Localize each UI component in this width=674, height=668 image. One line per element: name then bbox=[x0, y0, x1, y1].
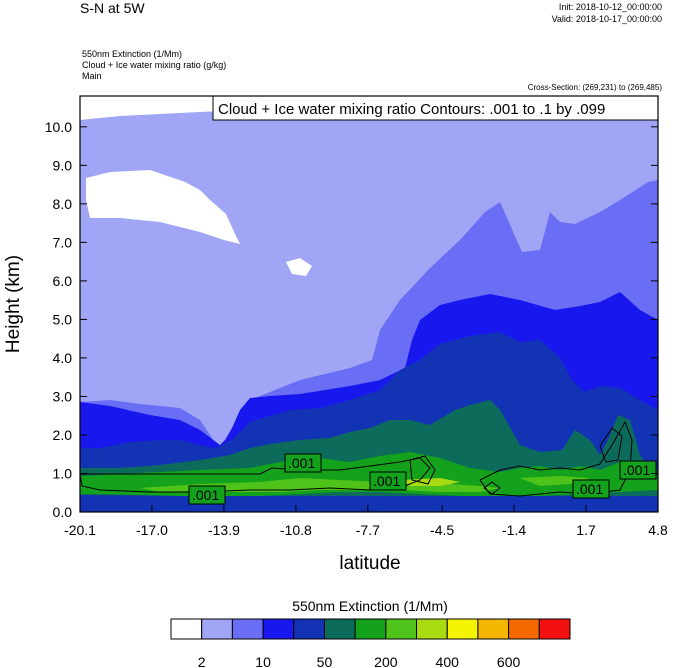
contour-label-box-2 bbox=[188, 485, 226, 505]
x-tick-label: -4.5 bbox=[430, 522, 454, 538]
colorbar-swatch bbox=[231, 618, 264, 640]
y-tick-label: 8.0 bbox=[53, 196, 73, 212]
contour-label-box bbox=[212, 95, 659, 121]
contour-label-5: .001 bbox=[623, 462, 650, 478]
y-tick-label: 7.0 bbox=[53, 234, 73, 250]
contour-label-4: .001 bbox=[576, 481, 603, 497]
colorbar-swatch bbox=[323, 618, 356, 640]
chart-title: Cloud + Ice water mixing ratio Contours:… bbox=[218, 101, 605, 118]
x-tick-label: 4.8 bbox=[648, 522, 668, 538]
colorbar bbox=[170, 618, 571, 640]
colorbar-swatch bbox=[416, 618, 448, 640]
x-tick-label: -20.1 bbox=[64, 522, 96, 538]
contour-label-3: .001 bbox=[373, 473, 400, 489]
valid-time: Valid: 2018-10-17_00:00:00 bbox=[551, 14, 662, 24]
colorbar-tick-label: 10 bbox=[255, 654, 271, 668]
y-tick-label: 5.0 bbox=[53, 311, 73, 327]
y-tick-label: 0.0 bbox=[53, 504, 73, 520]
plot-title: S-N at 5W bbox=[80, 0, 145, 16]
y-tick-label: 1.0 bbox=[53, 465, 73, 481]
field-main: Main bbox=[82, 71, 102, 81]
y-axis-label: Height (km) bbox=[3, 255, 24, 353]
colorbar-swatch bbox=[262, 618, 295, 640]
field-cloud-ice: Cloud + Ice water mixing ratio (g/kg) bbox=[82, 60, 227, 70]
x-tick-label: -7.7 bbox=[356, 522, 380, 538]
level-lightgreen bbox=[140, 478, 500, 492]
colorbar-tick-label: 600 bbox=[497, 654, 521, 668]
init-time: Init: 2018-10-12_00:00:00 bbox=[558, 2, 662, 12]
extinction-field bbox=[80, 96, 658, 512]
y-tick-label: 6.0 bbox=[53, 273, 73, 289]
colorbar-tick-label: 2 bbox=[198, 654, 206, 668]
y-tick-label: 3.0 bbox=[53, 388, 73, 404]
y-tick-label: 10.0 bbox=[45, 119, 72, 135]
x-axis: -20.1 -17.0 -13.9 -10.8 -7.7 -4.5 -1.4 1.7 4.8 bbox=[64, 505, 668, 538]
y-tick-label: 2.0 bbox=[53, 427, 73, 443]
colorbar-swatch bbox=[385, 618, 418, 640]
field-list: 550nm Extinction (1/Mm) Cloud + Ice wate… bbox=[82, 49, 226, 82]
colorbar-tick-label: 400 bbox=[436, 654, 460, 668]
x-axis-label: latitude bbox=[339, 553, 400, 574]
level-yellowgreen bbox=[400, 478, 460, 486]
x-tick-label: 1.7 bbox=[576, 522, 596, 538]
time-info: Init: 2018-10-12_00:00:00 Valid: 2018-10… bbox=[552, 1, 662, 25]
contour-label-2: .001 bbox=[192, 487, 219, 503]
level-lightgreen-2 bbox=[520, 476, 590, 486]
colorbar-tick-label: 200 bbox=[374, 654, 398, 668]
colorbar-swatch bbox=[538, 618, 571, 640]
colorbar-swatch bbox=[508, 618, 540, 640]
x-tick-label: -13.9 bbox=[208, 522, 240, 538]
contour-label-box-1 bbox=[284, 453, 322, 473]
colorbar-swatch bbox=[354, 618, 387, 640]
level-white-small bbox=[286, 258, 312, 276]
field-extinction: 550nm Extinction (1/Mm) bbox=[82, 49, 183, 59]
plot-frame bbox=[79, 95, 659, 513]
contour-label-box-5 bbox=[619, 460, 657, 480]
cross-section-label: Cross-Section: (269,231) to (269,485) bbox=[527, 83, 662, 92]
contour-labels: .001 .001 .001 .001 .001 bbox=[188, 453, 657, 505]
contour-label-box-4 bbox=[572, 479, 610, 499]
x-tick-label: -17.0 bbox=[136, 522, 168, 538]
y-tick-label: 4.0 bbox=[53, 350, 73, 366]
contour-label-1: .001 bbox=[288, 455, 315, 471]
colorbar-swatch bbox=[170, 618, 203, 640]
colorbar-labels: 2 10 50 200 400 600 bbox=[198, 654, 521, 668]
colorbar-title: 550nm Extinction (1/Mm) bbox=[292, 598, 448, 614]
colorbar-swatch bbox=[293, 618, 325, 640]
colorbar-swatch bbox=[446, 618, 479, 640]
level-white-left bbox=[86, 170, 240, 244]
contour-label-box-3 bbox=[369, 471, 407, 491]
colorbar-tick-label: 50 bbox=[317, 654, 333, 668]
colorbar-swatch bbox=[201, 618, 233, 640]
x-tick-label: -10.8 bbox=[280, 522, 312, 538]
y-tick-label: 9.0 bbox=[53, 157, 73, 173]
y-axis: 0.0 1.0 2.0 3.0 4.0 5.0 6.0 7.0 8.0 9.0 10.0 bbox=[45, 119, 658, 520]
x-tick-label: -1.4 bbox=[502, 522, 526, 538]
level-bottom-blue bbox=[80, 496, 658, 512]
colorbar-swatch bbox=[477, 618, 510, 640]
